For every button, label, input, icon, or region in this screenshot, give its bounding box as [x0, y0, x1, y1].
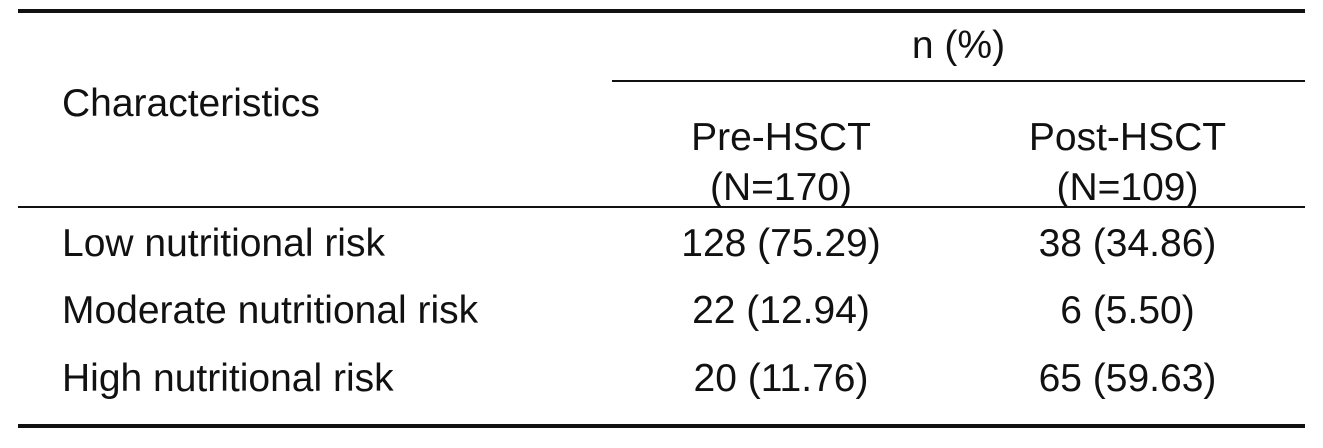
group-header-underline	[612, 80, 1305, 82]
cell-pre-hsct: 128 (75.29)	[681, 222, 881, 265]
column-name: Post-HSCT	[1028, 116, 1227, 159]
bottom-rule	[18, 424, 1305, 428]
column-sample-size: (N=109)	[1056, 166, 1199, 209]
column-name: Pre-HSCT	[691, 116, 871, 159]
cell-post-hsct: 65 (59.63)	[1038, 357, 1217, 400]
top-rule	[18, 9, 1305, 13]
column-sample-size: (N=170)	[710, 166, 852, 209]
cell-post-hsct: 6 (5.50)	[1060, 289, 1195, 332]
group-header-n-percent: n (%)	[911, 24, 1006, 67]
cell-pre-hsct: 22 (12.94)	[692, 289, 870, 332]
characteristics-header: Characteristics	[62, 82, 320, 125]
cell-pre-hsct: 20 (11.76)	[693, 357, 869, 400]
row-label: High nutritional risk	[62, 357, 394, 400]
header-rule	[18, 206, 1305, 208]
column-header-post-hsct: Post-HSCT (N=109)	[950, 113, 1305, 213]
row-label: Low nutritional risk	[62, 222, 385, 265]
cell-post-hsct: 38 (34.86)	[1038, 222, 1217, 265]
column-header-pre-hsct: Pre-HSCT (N=170)	[612, 113, 950, 213]
row-label: Moderate nutritional risk	[62, 289, 479, 332]
